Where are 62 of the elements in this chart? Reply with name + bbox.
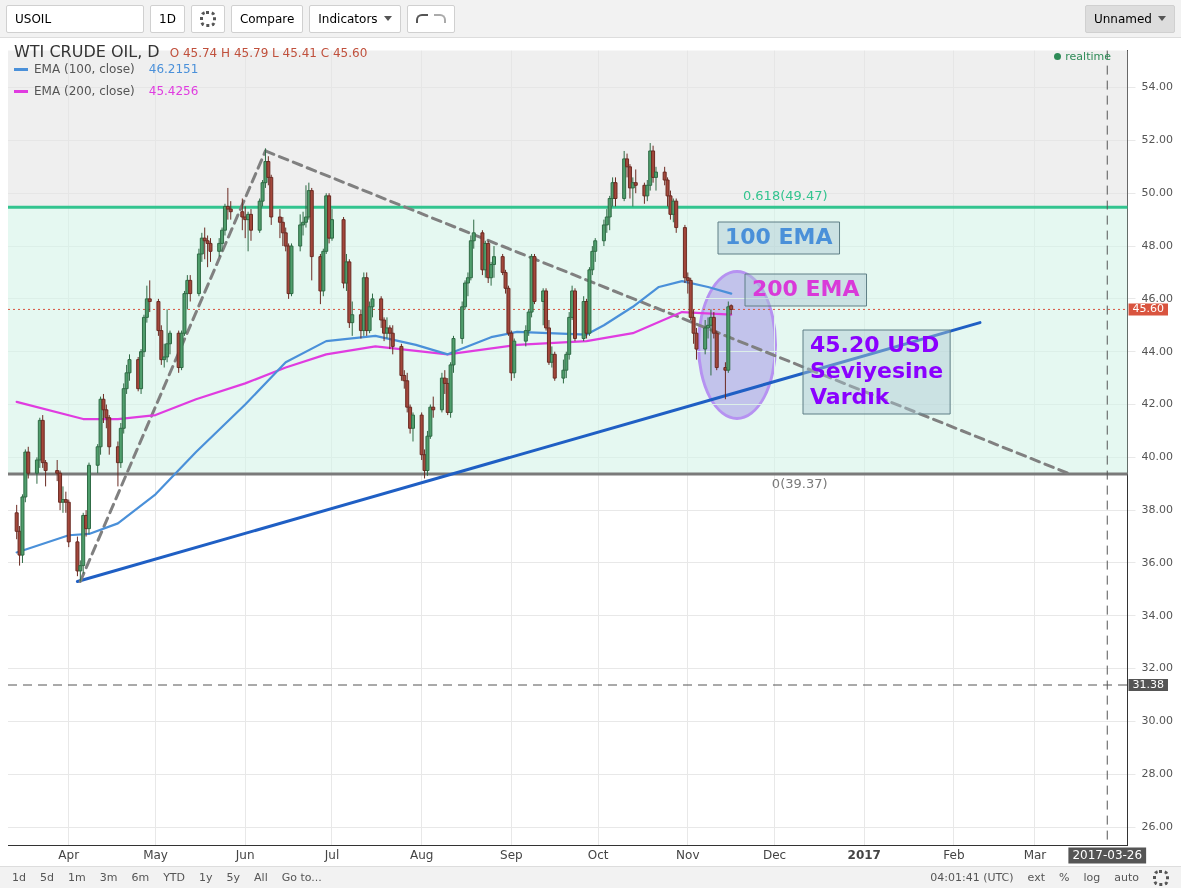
text: USOIL bbox=[6, 4, 144, 33]
x-tick-label: Feb bbox=[943, 847, 965, 862]
y-tick-label: 38.00 bbox=[1141, 503, 1174, 517]
text: 04:01:41 (UTC) bbox=[930, 871, 1014, 884]
annotation: 45.4256 bbox=[148, 84, 199, 98]
x-tick-label: Oct bbox=[587, 847, 609, 862]
x-tick-label: May bbox=[143, 847, 168, 862]
text: Unnamed bbox=[1084, 4, 1175, 33]
y-tick-label: 32.00 bbox=[1141, 661, 1174, 675]
x-tick-label: Aug bbox=[409, 847, 434, 862]
text: log bbox=[1083, 871, 1101, 884]
annotation: realtime bbox=[1064, 50, 1111, 63]
x-tick-label: Jul bbox=[323, 847, 340, 862]
annotation: 200 EMA bbox=[752, 275, 860, 301]
y-tick-label: 26.00 bbox=[1141, 819, 1174, 833]
text: ext bbox=[1027, 871, 1045, 884]
text: 1m bbox=[67, 871, 86, 884]
y-tick-label: 34.00 bbox=[1141, 608, 1174, 622]
y-tick-label: 48.00 bbox=[1141, 238, 1174, 252]
chart-title: WTI CRUDE OIL, D bbox=[14, 42, 160, 61]
y-tick-label: 44.00 bbox=[1141, 344, 1174, 358]
ref-line-label: 0.618(49.47) bbox=[742, 188, 828, 204]
text: % bbox=[1059, 871, 1070, 884]
text: 3m bbox=[99, 871, 118, 884]
y-tick-label: 54.00 bbox=[1141, 80, 1174, 94]
y-tick-label: 42.00 bbox=[1141, 397, 1174, 411]
chart-subtitle: O 45.74 H 45.79 L 45.41 C 45.60 bbox=[169, 46, 368, 60]
text: 5d bbox=[39, 871, 54, 884]
y-tick-label: 52.00 bbox=[1141, 133, 1174, 147]
text: 1d bbox=[12, 871, 26, 884]
x-tick-label: Apr bbox=[58, 847, 80, 862]
text: 6m bbox=[131, 871, 150, 884]
y-tick-label: 28.00 bbox=[1141, 767, 1174, 781]
y-tick-label: 50.00 bbox=[1141, 186, 1174, 200]
ref-line-label: 0(39.37) bbox=[771, 475, 828, 491]
ref-line-label: 45.60 bbox=[1132, 302, 1165, 316]
x-tick-label: Mar bbox=[1023, 847, 1047, 862]
x-tick-label: 2017 bbox=[847, 847, 881, 862]
text: YTD bbox=[163, 871, 186, 884]
x-tick-label: Jun bbox=[234, 847, 255, 862]
text: All bbox=[254, 871, 268, 884]
legend-label: EMA (100, close) bbox=[34, 62, 135, 76]
text: auto bbox=[1114, 871, 1139, 884]
text: Compare bbox=[230, 4, 304, 33]
x-tick-label: Nov bbox=[676, 847, 700, 862]
x-tick-label: Sep bbox=[500, 847, 523, 862]
annotation: 100 EMA bbox=[725, 223, 833, 249]
text: Go to... bbox=[281, 871, 322, 884]
y-tick-label: 36.00 bbox=[1141, 555, 1174, 569]
annotation: 46.2151 bbox=[148, 62, 199, 76]
text: 5y bbox=[226, 871, 241, 884]
y-tick-label: 46.00 bbox=[1141, 291, 1174, 305]
text: Indicators bbox=[309, 4, 401, 33]
y-tick-label: 40.00 bbox=[1141, 450, 1174, 464]
x-tick-label: Dec bbox=[762, 847, 787, 862]
text: 1D bbox=[150, 4, 185, 33]
ref-line-label: 2017-03-26 bbox=[1072, 847, 1143, 862]
y-tick-label: 30.00 bbox=[1141, 714, 1174, 728]
ref-line-label: 31.38 bbox=[1132, 677, 1165, 691]
text: 1y bbox=[199, 871, 213, 884]
legend-label: EMA (200, close) bbox=[34, 84, 135, 98]
annotation: 45.20 USD Seviyesine Vardık bbox=[810, 331, 944, 409]
